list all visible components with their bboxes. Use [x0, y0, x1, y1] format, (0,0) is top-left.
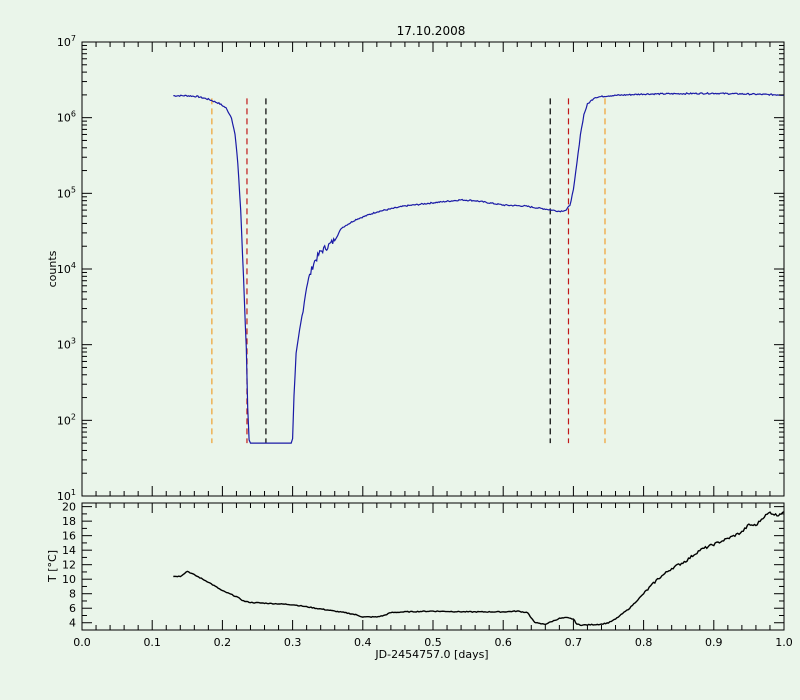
x-tick-label: 0.5	[424, 636, 442, 649]
top-y-ticks: 101 102 103 104 105 106 107	[57, 34, 784, 503]
x-tick-label: 0.2	[214, 636, 232, 649]
x-tick-label: 0.9	[705, 636, 723, 649]
x-tick-label: 0.1	[143, 636, 161, 649]
x-tick-label: 0.3	[284, 636, 302, 649]
bottom-series	[173, 511, 785, 627]
bottom-y-tick-label: 16	[62, 530, 76, 543]
bottom-y-tick-label: 20	[62, 501, 76, 514]
x-tick-label: 1.0	[775, 636, 793, 649]
temperature-series-line	[173, 511, 785, 627]
x-tick-label: 0.0	[73, 636, 91, 649]
bottom-y-tick-label: 6	[69, 602, 76, 615]
top-y-tick-label: 105	[57, 185, 76, 200]
top-y-tick-label: 106	[57, 110, 76, 125]
top-y-tick-label: 107	[57, 34, 76, 49]
bottom-y-tick-label: 12	[62, 559, 76, 572]
top-panel: 101 102 103 104 105 106 107 counts	[46, 34, 785, 503]
top-y-tick-label: 104	[57, 261, 76, 276]
bottom-y-tick-label: 8	[69, 588, 76, 601]
top-y-tick-label: 103	[57, 337, 76, 352]
top-y-axis-label: counts	[46, 250, 59, 287]
x-tick-label: 0.4	[354, 636, 372, 649]
top-x-ticks	[81, 42, 785, 496]
bottom-y-tick-label: 4	[69, 617, 76, 630]
bottom-panel: 0.0 0.1 0.2 0.3 0.4 0.5 0.6 0.7 0.8 0.9 1.0 468101…	[46, 501, 793, 661]
top-y-tick-label: 102	[57, 412, 76, 427]
bottom-y-tick-label: 14	[62, 544, 76, 557]
top-event-markers	[211, 98, 606, 444]
counts-series-line	[173, 91, 785, 444]
x-tick-label: 0.8	[635, 636, 653, 649]
bottom-x-ticks: 0.0 0.1 0.2 0.3 0.4 0.5 0.6 0.7 0.8 0.9 1.0	[73, 503, 793, 649]
top-series	[173, 91, 785, 444]
x-axis-label: JD-2454757.0 [days]	[374, 648, 488, 661]
bottom-y-tick-label: 10	[62, 573, 76, 586]
top-y-tick-label: 101	[57, 488, 76, 503]
x-tick-label: 0.7	[565, 636, 583, 649]
bottom-y-tick-label: 18	[62, 515, 76, 528]
top-panel-frame	[81, 41, 785, 497]
x-tick-label: 0.6	[494, 636, 512, 649]
chart-title: 17.10.2008	[397, 24, 466, 38]
bottom-y-axis-label: T [°C]	[46, 550, 59, 583]
